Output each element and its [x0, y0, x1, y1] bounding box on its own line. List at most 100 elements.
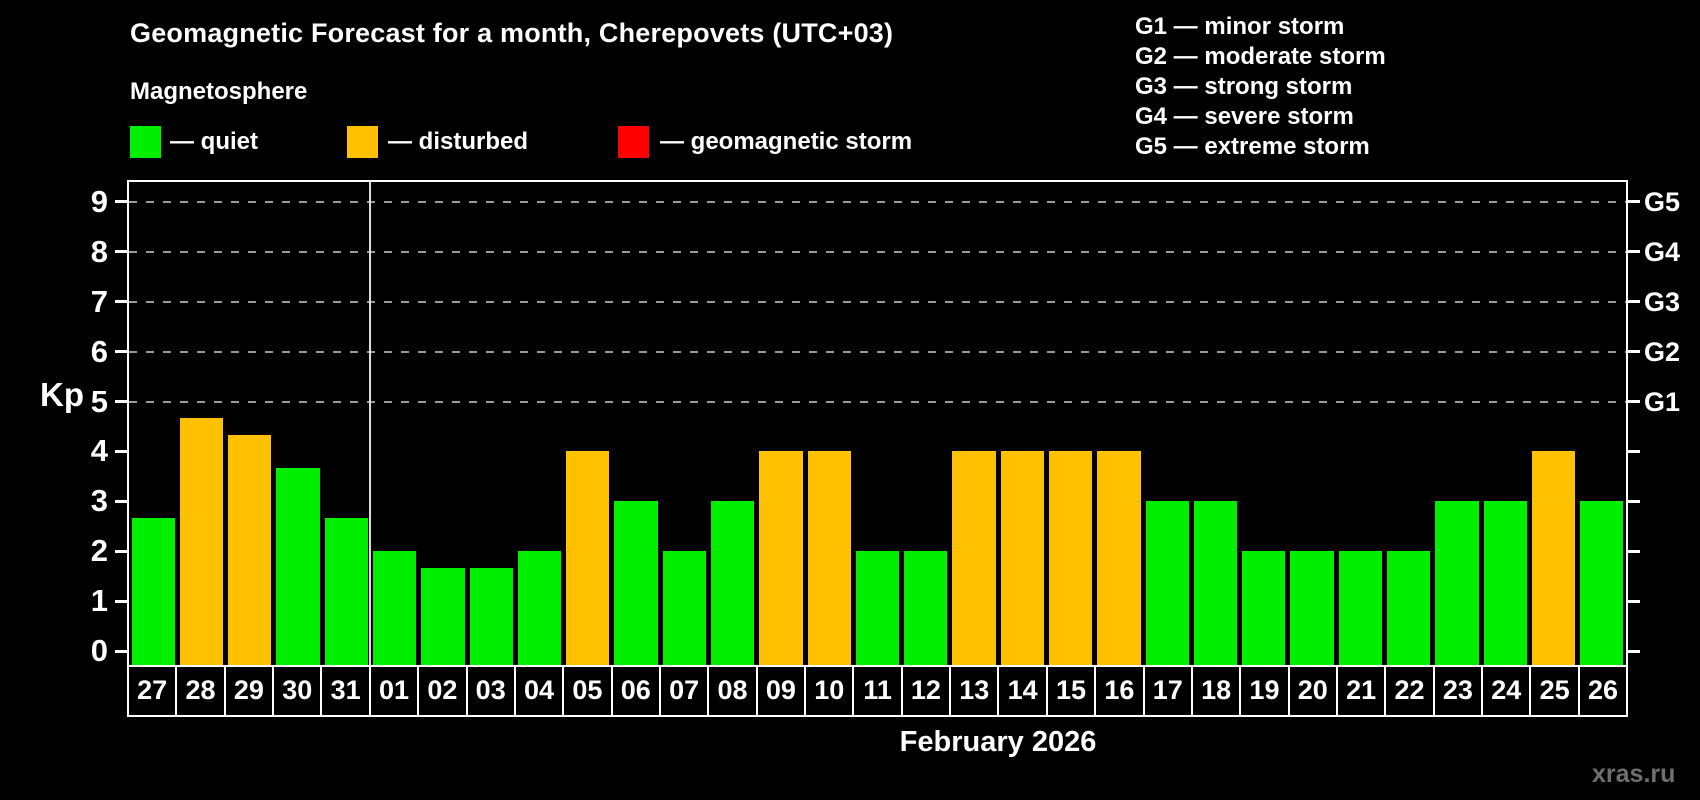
x-tick-day-06: 06	[610, 667, 659, 715]
kp-bar-day-19	[1242, 551, 1286, 665]
y-tick-left-1	[115, 599, 129, 603]
x-tick-day-08: 08	[707, 667, 755, 715]
y-tick-left-8	[115, 250, 129, 254]
x-tick-day-28: 28	[175, 667, 223, 715]
y-tick-right-6	[1626, 350, 1640, 354]
y-tick-label-9: 9	[90, 183, 108, 219]
right-axis-label-g2: G2	[1644, 336, 1681, 367]
kp-bar-day-27	[131, 517, 175, 665]
kp-bar-day-11	[855, 551, 900, 665]
x-tick-day-23: 23	[1432, 667, 1481, 715]
y-tick-label-1: 1	[90, 583, 108, 619]
x-tick-day-07: 07	[658, 667, 707, 715]
legend-label-storm: — geomagnetic storm	[660, 128, 913, 155]
x-tick-day-30: 30	[272, 667, 320, 715]
x-tick-day-18: 18	[1190, 667, 1239, 715]
x-tick-day-02: 02	[417, 667, 465, 715]
kp-bar-day-26	[1580, 501, 1624, 665]
gridline-kp-5	[129, 400, 1626, 403]
kp-bar-day-25	[1531, 451, 1576, 665]
right-axis-label-g1: G1	[1644, 386, 1681, 417]
kp-bar-day-02	[421, 567, 465, 665]
kp-bar-day-16	[1097, 451, 1141, 665]
y-tick-right-5	[1626, 400, 1640, 403]
y-tick-label-0: 0	[90, 633, 108, 668]
x-tick-day-24: 24	[1481, 667, 1529, 715]
x-axis-month-label: February 2026	[899, 726, 1097, 758]
x-tick-day-20: 20	[1287, 667, 1336, 715]
y-tick-left-5	[115, 400, 129, 403]
right-axis-label-g4: G4	[1644, 236, 1681, 267]
x-tick-day-03: 03	[465, 667, 514, 715]
g-legend-line-g1: G1 — minor storm	[1135, 13, 1345, 40]
x-tick-day-25: 25	[1529, 667, 1577, 715]
y-tick-right-4	[1626, 449, 1640, 453]
kp-bar-day-08	[710, 501, 755, 665]
y-tick-right-9	[1626, 200, 1640, 204]
x-tick-day-10: 10	[804, 667, 852, 715]
x-axis-day-row: 27 28 29 30 31 01 02 03 04 05 06 07 08 09 10 11 12 13 14 15…	[127, 665, 1628, 717]
y-tick-left-0	[115, 649, 129, 653]
y-tick-label-3: 3	[90, 483, 108, 519]
kp-bar-day-01	[372, 551, 417, 665]
x-tick-day-11: 11	[852, 667, 900, 715]
kp-bar-day-30	[276, 467, 320, 665]
y-tick-label-2: 2	[90, 533, 108, 569]
x-tick-day-17: 17	[1142, 667, 1191, 715]
y-tick-left-7	[115, 300, 129, 304]
x-tick-day-21: 21	[1335, 667, 1384, 715]
x-tick-day-15: 15	[1045, 667, 1094, 715]
kp-bar-day-04	[517, 551, 562, 665]
x-tick-day-19: 19	[1239, 667, 1287, 715]
g-legend-line-g3: G3 — strong storm	[1135, 73, 1353, 100]
chart-title: Geomagnetic Forecast for a month, Cherep…	[130, 18, 894, 48]
x-tick-day-27: 27	[137, 675, 168, 705]
kp-bar-day-24	[1483, 501, 1527, 665]
x-tick-day-04: 04	[513, 667, 562, 715]
kp-bar-day-31	[324, 517, 368, 665]
kp-bar-day-18	[1193, 501, 1238, 665]
g-legend-line-g2: G2 — moderate storm	[1135, 43, 1386, 70]
x-tick-day-22: 22	[1384, 667, 1432, 715]
y-tick-right-3	[1626, 499, 1640, 503]
legend-label-quiet: — quiet	[170, 128, 258, 155]
month-boundary-line	[369, 182, 372, 665]
kp-bar-day-29	[228, 434, 272, 665]
kp-bar-day-07	[662, 551, 706, 665]
g-legend-line-g4: G4 — severe storm	[1135, 103, 1354, 130]
x-tick-day-26: 26	[1577, 667, 1626, 715]
legend-swatch-quiet	[130, 126, 161, 158]
y-tick-right-8	[1626, 250, 1640, 254]
y-tick-label-4: 4	[90, 433, 108, 469]
gridline-kp-8	[129, 250, 1626, 253]
y-tick-left-2	[115, 549, 129, 553]
kp-bar-day-21	[1338, 551, 1383, 665]
x-tick-day-29: 29	[223, 667, 272, 715]
legend-label-disturbed: — disturbed	[388, 128, 529, 155]
kp-bar-day-12	[904, 551, 948, 665]
gridline-kp-6	[129, 350, 1626, 353]
chart-subtitle: Magnetosphere	[130, 78, 308, 105]
y-tick-label-5: 5	[90, 383, 108, 419]
kp-bar-day-09	[759, 451, 803, 665]
kp-bar-day-23	[1435, 501, 1479, 665]
y-tick-right-0	[1626, 649, 1640, 653]
y-tick-label-7: 7	[90, 283, 108, 319]
x-tick-day-05: 05	[562, 667, 610, 715]
right-axis-label-g5: G5	[1644, 186, 1681, 217]
y-tick-label-8: 8	[90, 233, 108, 269]
y-tick-left-4	[115, 449, 129, 453]
y-tick-right-2	[1626, 549, 1640, 553]
kp-bar-day-28	[179, 417, 224, 665]
x-tick-day-13: 13	[949, 667, 997, 715]
legend-swatch-disturbed	[347, 126, 378, 158]
y-tick-left-9	[115, 200, 129, 204]
y-axis-label: Kp	[40, 376, 84, 413]
g-level-legend: G1 — minor storm G2 — moderate storm G3 …	[1135, 12, 1386, 162]
kp-bar-day-22	[1387, 551, 1431, 665]
x-tick-day-01: 01	[368, 667, 417, 715]
right-axis-label-g3: G3	[1644, 286, 1681, 317]
y-tick-label-6: 6	[90, 333, 108, 369]
y-tick-right-7	[1626, 300, 1640, 304]
